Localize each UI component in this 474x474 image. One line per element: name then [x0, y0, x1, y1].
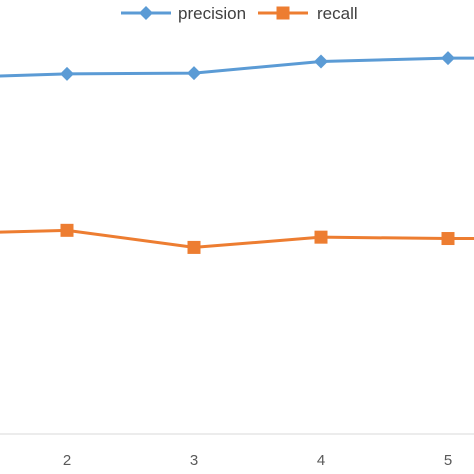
square-marker — [276, 6, 290, 20]
series-recall — [0, 223, 474, 254]
legend-item-precision: precision — [121, 4, 246, 23]
square-marker — [187, 240, 201, 254]
series-precision — [0, 51, 474, 81]
square-marker — [441, 232, 455, 246]
series-layer — [0, 51, 474, 254]
legend-label: precision — [178, 4, 246, 23]
x-tick-label: 3 — [190, 452, 198, 469]
square-marker — [314, 230, 328, 244]
diamond-marker — [441, 51, 455, 66]
x-tick-label: 5 — [444, 452, 452, 469]
diamond-marker — [139, 6, 153, 20]
legend-label: recall — [317, 4, 358, 23]
x-axis: 2 3 4 5 — [0, 433, 474, 469]
precision-line — [0, 56, 474, 78]
recall-line — [0, 228, 474, 249]
x-tick-label: 4 — [317, 452, 325, 469]
legend-item-recall: recall — [258, 4, 358, 23]
x-tick-label: 2 — [63, 452, 71, 469]
diamond-marker — [60, 66, 74, 81]
diamond-marker — [187, 66, 201, 81]
square-marker — [60, 223, 74, 237]
diamond-marker — [314, 54, 328, 69]
legend: precision recall — [121, 4, 358, 23]
